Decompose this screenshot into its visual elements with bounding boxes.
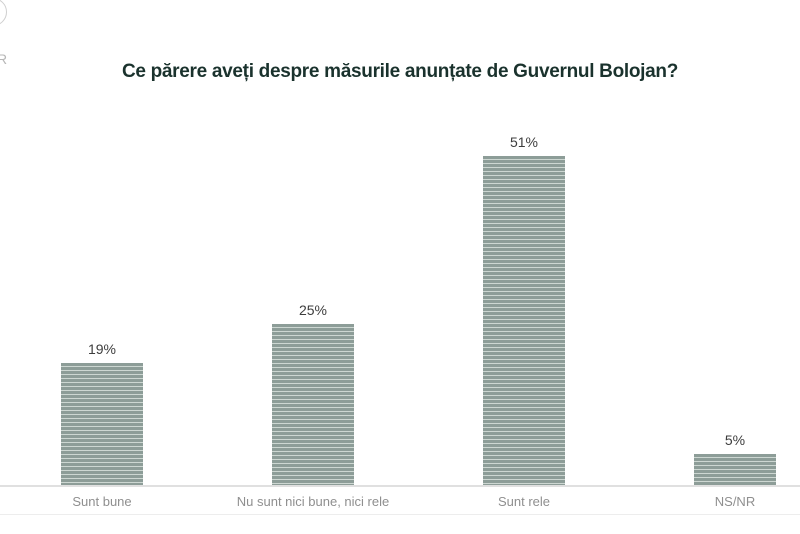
category-label: Sunt bune [72, 494, 132, 509]
bar [61, 363, 143, 486]
logo-letter: R [0, 51, 8, 67]
category-label: Sunt rele [497, 494, 551, 509]
x-axis-line [0, 485, 800, 487]
bar-value-label: 5% [724, 432, 746, 448]
bar-value-label: 51% [509, 134, 539, 150]
bar [694, 454, 776, 486]
category-label: Nu sunt nici bune, nici rele [236, 494, 390, 509]
bar [483, 156, 565, 486]
bar [272, 324, 354, 486]
bottom-divider [0, 514, 800, 515]
chart-title: Ce părere aveți despre măsurile anunțate… [121, 61, 679, 82]
bar-value-label: 19% [87, 341, 117, 357]
bar-value-label: 25% [298, 302, 328, 318]
category-label: NS/NR [714, 494, 756, 509]
